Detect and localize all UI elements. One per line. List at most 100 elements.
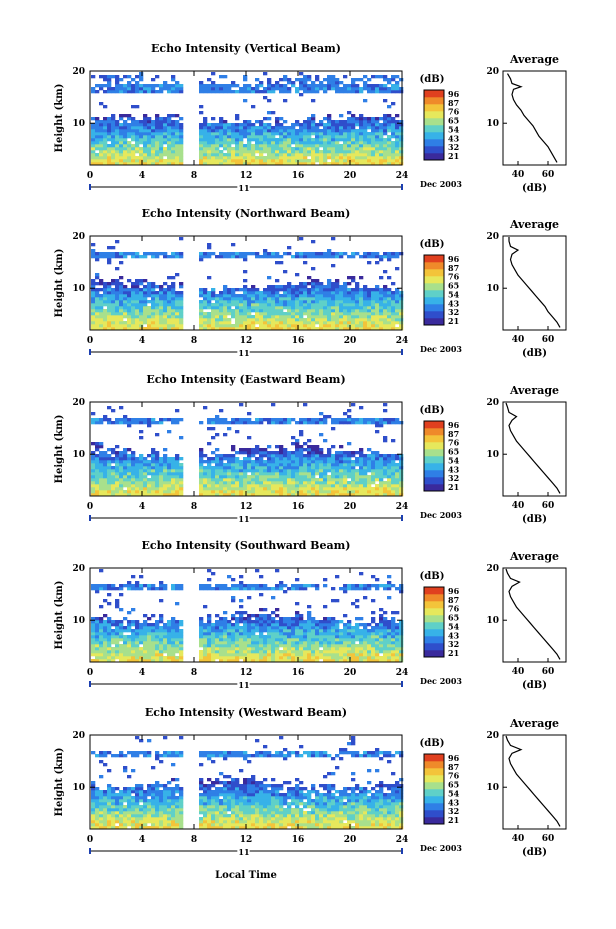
- heatmap-cell: [199, 309, 204, 313]
- heatmap-cell: [251, 490, 256, 494]
- heatmap-cell: [219, 481, 224, 485]
- heatmap-cell: [291, 300, 296, 304]
- heatmap-cell: [259, 448, 264, 452]
- heatmap-cell: [135, 659, 140, 663]
- heatmap-cell: [139, 300, 144, 304]
- heatmap-cell: [243, 159, 248, 163]
- heatmap-cell: [135, 159, 140, 163]
- heatmap-cell: [279, 300, 284, 304]
- heatmap-cell: [127, 656, 132, 660]
- heatmap-cell: [283, 291, 288, 295]
- heatmap-cell: [203, 650, 208, 654]
- heatmap-cell: [99, 487, 104, 491]
- heatmap-cell: [315, 641, 320, 645]
- heatmap-cell: [331, 463, 336, 467]
- heatmap-cell: [271, 460, 276, 464]
- heatmap-cell: [355, 84, 360, 88]
- heatmap-cell: [339, 457, 344, 461]
- heatmap-cell: [227, 478, 232, 482]
- heatmap-cell: [315, 156, 320, 160]
- heatmap-cell: [247, 297, 252, 301]
- heatmap-cell: [335, 632, 340, 636]
- heatmap-cell: [215, 162, 220, 166]
- heatmap-cell: [107, 159, 112, 163]
- heatmap-cell: [107, 659, 112, 663]
- heatmap-cell: [223, 159, 228, 163]
- heatmap-cell: [291, 159, 296, 163]
- heatmap-cell: [99, 159, 104, 163]
- heatmap-cell: [231, 162, 236, 166]
- heatmap-cell: [379, 318, 384, 322]
- heatmap-cell: [339, 463, 344, 467]
- heatmap-cell: [299, 421, 304, 425]
- heatmap-cell: [331, 659, 336, 663]
- heatmap-cell: [119, 321, 124, 325]
- heatmap-cell: [263, 72, 268, 76]
- colorbar-tick-label: 43: [448, 464, 460, 474]
- heatmap-cell: [135, 252, 140, 256]
- heatmap-cell: [275, 638, 280, 642]
- heatmap-cell: [143, 641, 148, 645]
- heatmap-cell: [303, 81, 308, 85]
- heatmap-cell: [351, 288, 356, 292]
- heatmap-cell: [163, 448, 168, 452]
- heatmap-cell: [103, 297, 108, 301]
- heatmap-cell: [395, 629, 400, 633]
- heatmap-cell: [103, 318, 108, 322]
- heatmap-cell: [211, 418, 216, 422]
- heatmap-cell: [383, 99, 388, 103]
- heatmap-cell: [179, 282, 184, 286]
- heatmap-cell: [211, 135, 216, 139]
- heatmap-cell: [359, 324, 364, 328]
- heatmap-cell: [343, 659, 348, 663]
- heatmap-cell: [375, 135, 380, 139]
- heatmap-cell: [95, 303, 100, 307]
- heatmap-cell: [103, 120, 108, 124]
- heatmap-cell: [339, 478, 344, 482]
- heatmap-cell: [367, 159, 372, 163]
- heatmap-cell: [127, 294, 132, 298]
- heatmap-cell: [339, 635, 344, 639]
- colorbar-tick-label: 96: [448, 420, 460, 430]
- heatmap-cell: [291, 632, 296, 636]
- x-tick-label: 8: [191, 171, 197, 181]
- heatmap-cell: [95, 294, 100, 298]
- heatmap-cell: [339, 291, 344, 295]
- heatmap-cell: [315, 478, 320, 482]
- heatmap-cell: [259, 454, 264, 458]
- heatmap-cell: [339, 493, 344, 497]
- heatmap-cell: [207, 650, 212, 654]
- heatmap-cell: [243, 291, 248, 295]
- heatmap-cell: [103, 415, 108, 419]
- heatmap-cell: [339, 487, 344, 491]
- heatmap-cell: [399, 138, 404, 142]
- heatmap-cell: [263, 129, 268, 133]
- heatmap-cell: [303, 75, 308, 79]
- heatmap-cell: [199, 472, 204, 476]
- heatmap-cell: [307, 647, 312, 651]
- heatmap-cell: [143, 117, 148, 121]
- heatmap-cell: [311, 324, 316, 328]
- heatmap-cell: [99, 635, 104, 639]
- heatmap-cell: [235, 451, 240, 455]
- heatmap-cell: [215, 650, 220, 654]
- heatmap-cell: [127, 141, 132, 145]
- heatmap-cell: [111, 117, 116, 121]
- heatmap-cell: [167, 315, 172, 319]
- heatmap-cell: [343, 641, 348, 645]
- heatmap-cell: [171, 252, 176, 256]
- heatmap-cell: [271, 309, 276, 313]
- colorbar-tick-label: 65: [448, 281, 459, 291]
- heatmap-cell: [395, 472, 400, 476]
- heatmap-cell: [211, 327, 216, 331]
- heatmap-cell: [175, 159, 180, 163]
- heatmap-cell: [163, 252, 168, 256]
- heatmap-cell: [295, 306, 300, 310]
- heatmap-cell: [151, 132, 156, 136]
- heatmap-cell: [311, 659, 316, 663]
- heatmap-cell: [139, 303, 144, 307]
- heatmap-cell: [203, 487, 208, 491]
- heatmap-cell: [155, 433, 160, 437]
- heatmap-cell: [203, 478, 208, 482]
- heatmap-cell: [327, 493, 332, 497]
